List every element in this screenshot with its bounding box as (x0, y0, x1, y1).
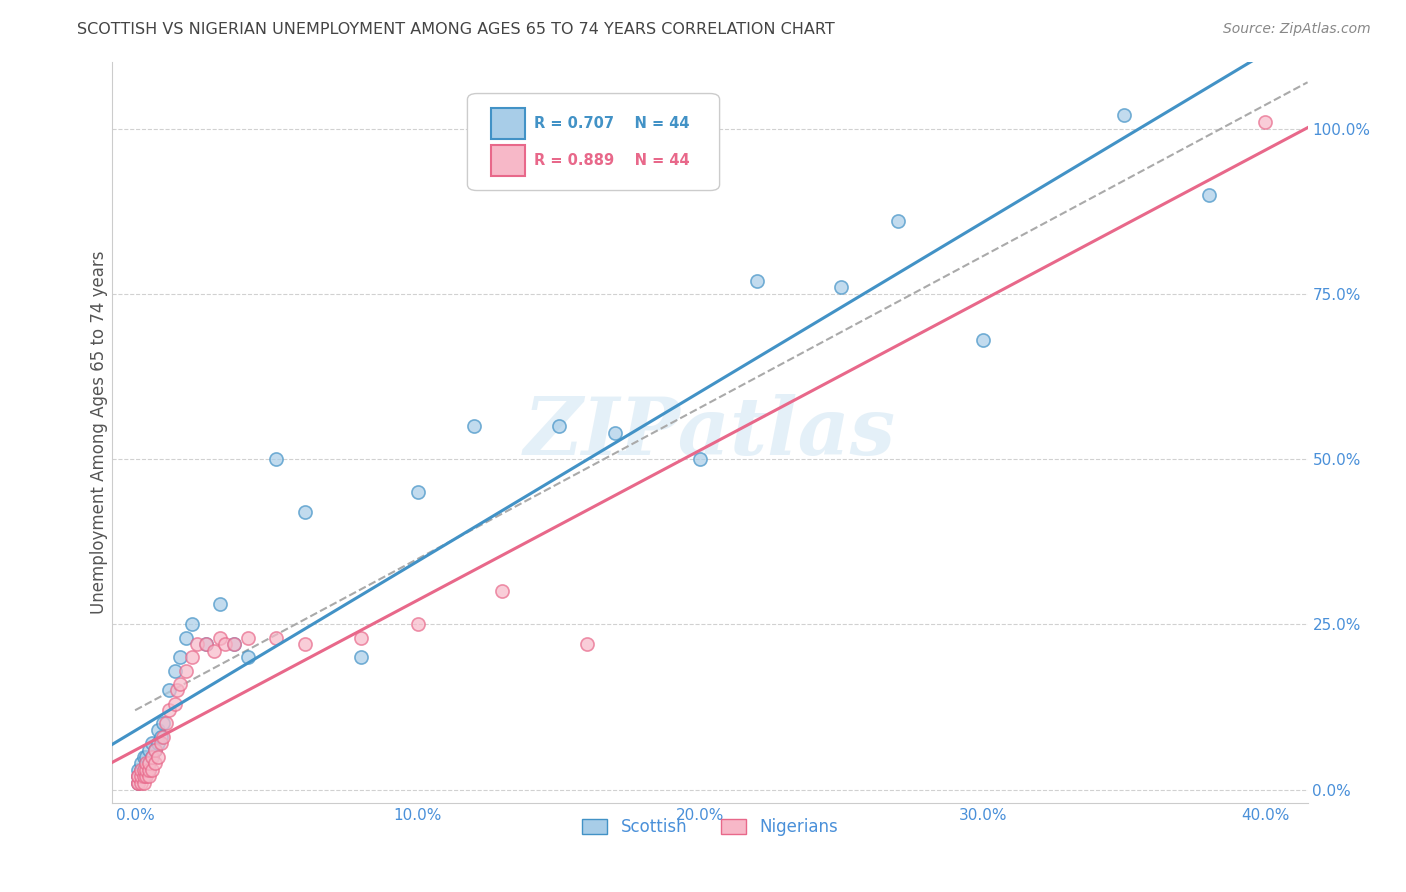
Point (157, 683, 180, 698)
Point (149, 730, 172, 744)
FancyBboxPatch shape (491, 145, 524, 176)
Point (135, 756, 157, 771)
Point (129, 763, 152, 777)
Point (180, 617, 202, 632)
Point (127, 776, 149, 790)
Point (406, 485, 429, 500)
Point (463, 419, 485, 434)
Point (129, 776, 152, 790)
Point (830, 280, 852, 294)
Text: R = 0.707    N = 44: R = 0.707 N = 44 (534, 116, 690, 130)
Point (406, 617, 429, 632)
Point (152, 730, 174, 744)
Point (208, 631, 231, 645)
FancyBboxPatch shape (467, 94, 720, 191)
Point (689, 452, 711, 467)
Point (143, 743, 166, 757)
Point (222, 637, 245, 651)
Point (138, 756, 160, 771)
Point (132, 769, 155, 783)
Point (129, 769, 152, 783)
Point (972, 333, 994, 347)
Point (152, 716, 174, 731)
Text: R = 0.889    N = 44: R = 0.889 N = 44 (534, 153, 690, 168)
Point (605, 425, 627, 440)
Point (745, 274, 768, 288)
Point (143, 756, 166, 771)
Point (127, 769, 149, 783)
Point (135, 769, 157, 783)
Point (1254, 115, 1277, 129)
Point (132, 776, 155, 790)
Point (294, 637, 316, 651)
Point (129, 756, 152, 771)
Point (141, 736, 163, 750)
Point (127, 763, 149, 777)
Point (222, 637, 245, 651)
Point (132, 763, 155, 777)
Point (266, 452, 288, 467)
Point (174, 631, 197, 645)
Point (138, 769, 160, 783)
Text: Source: ZipAtlas.com: Source: ZipAtlas.com (1223, 22, 1371, 37)
Point (887, 214, 910, 228)
Point (141, 763, 163, 777)
Point (129, 769, 152, 783)
Point (169, 650, 191, 665)
Point (157, 703, 180, 717)
Point (146, 723, 169, 737)
Point (135, 763, 157, 777)
Point (127, 776, 149, 790)
FancyBboxPatch shape (491, 108, 524, 138)
Point (138, 763, 160, 777)
Point (214, 637, 236, 651)
Point (135, 756, 157, 771)
Point (194, 637, 217, 651)
Point (180, 650, 202, 665)
Point (138, 763, 160, 777)
Point (143, 743, 166, 757)
Point (194, 637, 217, 651)
Point (127, 769, 149, 783)
Point (132, 763, 155, 777)
Point (129, 763, 152, 777)
Text: SCOTTISH VS NIGERIAN UNEMPLOYMENT AMONG AGES 65 TO 74 YEARS CORRELATION CHART: SCOTTISH VS NIGERIAN UNEMPLOYMENT AMONG … (77, 22, 835, 37)
Point (491, 584, 513, 599)
Point (174, 664, 197, 678)
Y-axis label: Unemployment Among Ages 65 to 74 years: Unemployment Among Ages 65 to 74 years (90, 251, 108, 615)
Point (127, 776, 149, 790)
Point (135, 749, 157, 764)
Point (141, 749, 163, 764)
Point (138, 756, 160, 771)
Legend: Scottish, Nigerians: Scottish, Nigerians (575, 811, 845, 843)
Point (132, 749, 155, 764)
Point (576, 637, 599, 651)
Point (163, 697, 186, 711)
Point (350, 631, 373, 645)
Point (149, 736, 172, 750)
Text: ZIPatlas: ZIPatlas (524, 394, 896, 471)
Point (132, 769, 155, 783)
Point (155, 716, 177, 731)
Point (208, 598, 231, 612)
Point (169, 677, 191, 691)
Point (127, 769, 149, 783)
Point (1112, 108, 1135, 122)
Point (266, 631, 288, 645)
Point (163, 664, 186, 678)
Point (186, 637, 208, 651)
Point (236, 650, 259, 665)
Point (202, 644, 225, 658)
Point (236, 631, 259, 645)
Point (146, 736, 169, 750)
Point (166, 683, 188, 698)
Point (547, 419, 569, 434)
Point (294, 505, 316, 519)
Point (350, 650, 373, 665)
Point (138, 743, 160, 757)
Point (1198, 187, 1220, 202)
Point (146, 749, 169, 764)
Point (141, 749, 163, 764)
